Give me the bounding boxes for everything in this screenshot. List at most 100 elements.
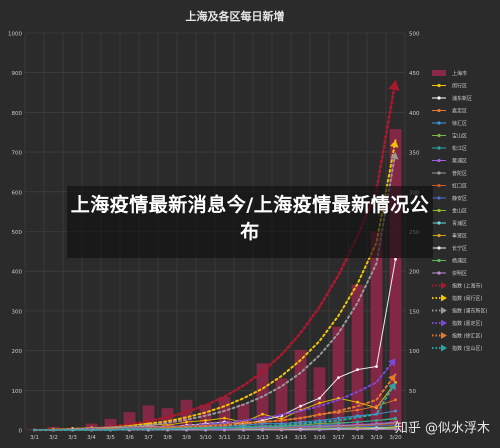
point-浦东新区 [299,404,302,408]
x-tick: 3/12 [237,435,249,441]
trend-arrow-指数 (嘉定区) [387,358,396,367]
legend-swatch-dot [437,221,441,225]
y-tick-right: 500 [409,32,420,38]
legend-swatch-arrow [441,319,447,327]
y-tick-left: 100 [12,389,23,395]
y-tick-left: 200 [12,349,23,355]
bar-3/7 [142,405,155,430]
point-崇明区 [356,427,359,431]
legend-label: 静安区 [452,195,467,202]
bar-3/5 [104,418,117,430]
legend-label: 金山区 [452,208,467,215]
x-tick: 3/4 [87,435,96,441]
point-崇明区 [261,428,264,432]
x-tick: 3/7 [144,435,153,441]
legend-swatch-dot [437,183,441,188]
legend-label: 指数 (上海市) [452,283,483,290]
bar-3/10 [199,404,212,430]
legend-swatch-dot [437,233,441,238]
chart-title: 上海及各区每日新增 [186,9,285,23]
legend-label: 宝山区 [452,133,467,140]
legend-label: 徐汇区 [452,120,467,127]
bar-3/9 [180,399,193,430]
legend-label: 嘉定区 [452,108,467,115]
legend-swatch-dot [437,196,441,200]
legend-swatch-dot [437,146,441,150]
point-嘉定区 [394,398,397,402]
y-tick-right: 200 [409,270,420,276]
x-tick: 3/15 [294,435,307,441]
point-崇明区 [299,428,302,432]
x-tick: 3/17 [332,435,345,441]
y-tick-left: 700 [12,151,23,157]
legend-swatch-dot [437,171,441,175]
y-tick-right: 350 [409,151,420,157]
trend-lines [33,79,400,432]
x-tick: 3/6 [125,435,134,441]
legend-label: 崇明区 [452,270,467,277]
legend-swatch-arrow [441,332,447,339]
legend-label: 浦东新区 [452,95,472,102]
y-tick-left: 800 [12,111,23,117]
x-tick: 3/11 [218,435,230,441]
legend-swatch-dot [437,108,441,113]
legend-label: 普陀区 [452,170,467,177]
legend-swatch-dot [437,158,441,163]
point-浦东新区 [337,376,340,379]
y-tick-right: 150 [409,309,420,315]
point-闵行区 [223,416,226,420]
zhihu-watermark: 知乎 @似水浮木 [394,421,490,436]
point-浦东新区 [318,396,321,400]
point-浦东新区 [356,368,359,372]
legend-label: 指数 (浦东新区) [452,308,488,315]
x-tick: 3/19 [370,435,383,441]
legend-swatch-arrow [441,294,447,302]
point-闵行区 [204,419,207,422]
legend-label: 虹口区 [452,183,467,190]
legend-swatch-dot [437,96,441,100]
trend-arrow-指数 (宝山区) [388,382,396,391]
bar-3/11 [218,397,231,430]
title-overlay-band [67,186,433,258]
bar-3/19 [370,231,383,430]
x-tick: 3/10 [199,435,212,441]
y-tick-left: 600 [12,190,23,196]
legend-label: 上海市 [452,70,467,77]
legend-label: 闵行区 [452,83,467,90]
y-tick-right: 400 [409,111,420,117]
bar-3/14 [275,378,288,430]
axes: 0 100 200 300 400 500 600 700 800 900 1000 0 50 100 15… [8,32,420,442]
point-嘉定区 [356,408,359,412]
point-闵行区 [185,420,188,424]
bar-3/18 [351,284,364,430]
x-tick: 3/13 [256,435,269,441]
legend-label: 长宁区 [452,245,467,252]
x-tick: 3/5 [106,435,115,441]
y-tick-right: 100 [409,349,420,355]
trend-arrow-指数 (徐汇区) [388,374,396,383]
point-闵行区 [318,401,321,405]
point-崇明区 [242,428,245,432]
x-tick: 3/9 [182,435,191,441]
x-tick: 3/1 [30,435,39,441]
y-tick-right: 50 [409,389,416,395]
legend-label: 指数 (闵行区) [452,295,483,302]
legend-swatch-arrow [441,282,447,289]
y-tick-left: 0 [19,429,23,435]
legend-swatch-bar [432,70,446,76]
y-tick-left: 300 [12,309,23,315]
point-徐汇区 [394,409,397,413]
legend-swatch-dot [437,208,441,213]
x-tick: 3/20 [389,435,402,441]
legend-label: 青浦区 [452,220,467,227]
point-崇明区 [394,427,397,431]
point-闵行区 [356,400,359,404]
bar-3/20 [389,129,402,430]
bar-3/15 [294,349,307,430]
x-tick: 3/2 [49,435,58,441]
legend-swatch-dot [437,246,441,250]
legend-label: 奉贤区 [452,233,467,240]
x-tick: 3/16 [313,435,326,441]
